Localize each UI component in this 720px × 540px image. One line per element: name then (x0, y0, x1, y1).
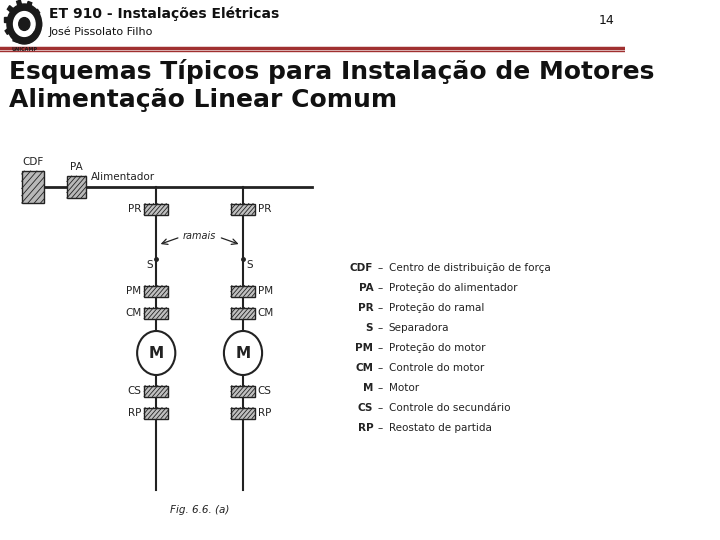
Circle shape (137, 331, 175, 375)
Text: –: – (377, 423, 383, 433)
Bar (7, 5, 13, 12)
Text: 14: 14 (599, 14, 614, 26)
Bar (231, 386, 255, 396)
Text: UNICAMP: UNICAMP (12, 47, 37, 52)
Bar (231, 307, 255, 319)
Bar (144, 408, 168, 418)
Text: PR: PR (128, 204, 141, 214)
Text: Centro de distribuição de força: Centro de distribuição de força (389, 263, 551, 273)
Text: –: – (377, 363, 383, 373)
Bar (35, 9, 40, 15)
Text: CDF: CDF (350, 263, 373, 273)
Text: M: M (363, 383, 373, 393)
Bar (17, 0, 22, 5)
Text: S: S (366, 323, 373, 333)
Text: –: – (377, 263, 383, 273)
Text: Proteção do motor: Proteção do motor (389, 343, 485, 353)
Bar (231, 286, 255, 296)
Bar (27, 2, 32, 7)
Text: CS: CS (358, 403, 373, 413)
Text: PA: PA (70, 162, 83, 172)
Text: M: M (235, 346, 251, 361)
Text: Proteção do ramal: Proteção do ramal (389, 303, 484, 313)
Text: S: S (246, 260, 253, 270)
Bar (144, 204, 168, 214)
Text: Controle do secundário: Controle do secundário (389, 403, 510, 413)
Text: CDF: CDF (22, 157, 44, 167)
Text: –: – (377, 343, 383, 353)
Text: –: – (377, 283, 383, 293)
Text: –: – (377, 323, 383, 333)
Circle shape (19, 18, 30, 30)
Text: PR: PR (358, 303, 373, 313)
Bar (5, 28, 11, 35)
Bar (231, 408, 255, 418)
Text: CM: CM (125, 308, 141, 318)
Text: CM: CM (355, 363, 373, 373)
Text: RP: RP (358, 423, 373, 433)
Text: –: – (377, 403, 383, 413)
Text: Proteção do alimentador: Proteção do alimentador (389, 283, 517, 293)
Text: Alimentação Linear Comum: Alimentação Linear Comum (9, 88, 397, 112)
Text: PA: PA (359, 283, 373, 293)
Text: Alimentador: Alimentador (91, 172, 156, 182)
Text: M: M (148, 346, 163, 361)
Text: PM: PM (258, 286, 273, 296)
Text: S: S (146, 260, 153, 270)
Bar (37, 22, 41, 26)
Circle shape (14, 11, 35, 36)
Text: –: – (377, 383, 383, 393)
Bar (23, 38, 28, 44)
Circle shape (224, 331, 262, 375)
Text: Fig. 6.6. (a): Fig. 6.6. (a) (170, 505, 229, 515)
Text: Reostato de partida: Reostato de partida (389, 423, 492, 433)
Bar (13, 37, 18, 42)
Text: Motor: Motor (389, 383, 419, 393)
Text: José Pissolato Filho: José Pissolato Filho (49, 27, 153, 37)
Text: –: – (377, 303, 383, 313)
Bar (32, 32, 37, 38)
Text: CS: CS (127, 386, 141, 396)
Text: Esquemas Típicos para Instalação de Motores: Esquemas Típicos para Instalação de Moto… (9, 59, 654, 84)
Bar (4, 17, 8, 22)
Text: PR: PR (258, 204, 271, 214)
Text: PM: PM (355, 343, 373, 353)
Text: Controle do motor: Controle do motor (389, 363, 484, 373)
Bar (144, 386, 168, 396)
Text: CS: CS (258, 386, 271, 396)
Bar (144, 286, 168, 296)
Text: RP: RP (128, 408, 141, 418)
Text: CM: CM (258, 308, 274, 318)
Bar (144, 307, 168, 319)
Text: ramais: ramais (183, 231, 216, 241)
Bar (22, 171, 44, 203)
Bar (231, 204, 255, 214)
Circle shape (7, 4, 42, 44)
Text: PM: PM (126, 286, 141, 296)
Text: Separadora: Separadora (389, 323, 449, 333)
Bar (67, 176, 86, 198)
Text: ET 910 - Instalações Elétricas: ET 910 - Instalações Elétricas (49, 6, 279, 21)
Text: RP: RP (258, 408, 271, 418)
